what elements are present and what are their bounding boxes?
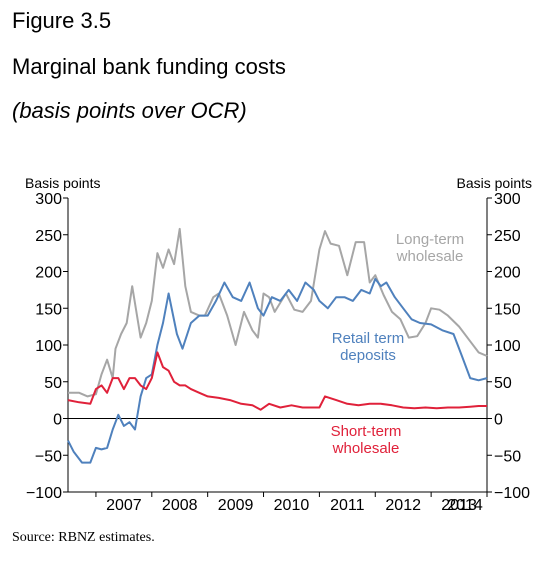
x-tick-label: 2009: [218, 497, 254, 514]
y-tick-label-right: 100: [494, 338, 521, 355]
series-label-short-term-wholesale: wholesale: [332, 440, 400, 457]
y-tick-label-right: 300: [494, 191, 521, 208]
y-tick-label-left: 200: [35, 265, 62, 282]
series-label-short-term-wholesale: Short-term: [331, 423, 402, 440]
x-tick-label: 2012: [385, 497, 421, 514]
y-tick-label-right: 200: [494, 265, 521, 282]
source-note: Source: RBNZ estimates.: [12, 530, 155, 545]
y-tick-label-right: 150: [494, 301, 521, 318]
series-line-short-term-wholesale: [67, 351, 487, 411]
y-tick-label-left: 0: [53, 412, 62, 429]
y-tick-label-left: 150: [35, 301, 62, 318]
y-tick-label-right: −100: [494, 485, 530, 502]
series-line-long-term-wholesale: [68, 227, 488, 398]
figure-title: Marginal bank funding costs: [12, 54, 286, 79]
series-label-retail-term-deposits: deposits: [340, 347, 396, 364]
figure-number: Figure 3.5: [12, 8, 112, 33]
x-tick-label: 2010: [274, 497, 310, 514]
series-line-retail-term-deposits: [67, 277, 488, 464]
y-axis-title-right: Basis points: [457, 175, 532, 191]
y-tick-label-right: 50: [494, 375, 512, 392]
series-label-retail-term-deposits: Retail term: [332, 330, 405, 347]
x-tick-label: 2007: [106, 497, 142, 514]
y-tick-label-left: 250: [35, 228, 62, 245]
y-tick-label-right: −50: [494, 448, 521, 465]
y-axis-title-left: Basis points: [25, 175, 100, 191]
y-tick-label-left: −50: [35, 448, 62, 465]
x-tick-label: 2014: [447, 497, 483, 514]
figure-subtitle: (basis points over OCR): [12, 98, 247, 123]
y-tick-label-left: −100: [26, 485, 62, 502]
x-tick-label: 2008: [162, 497, 198, 514]
series-label-long-term-wholesale: wholesale: [396, 248, 464, 265]
y-tick-label-left: 100: [35, 338, 62, 355]
series-label-long-term-wholesale: Long-term: [396, 231, 464, 248]
y-tick-label-left: 50: [44, 375, 62, 392]
y-tick-label-right: 250: [494, 228, 521, 245]
y-tick-label-right: 0: [494, 412, 503, 429]
y-tick-label-left: 300: [35, 191, 62, 208]
x-tick-label: 2011: [330, 497, 365, 514]
x-tick-label: 2013: [441, 497, 477, 514]
